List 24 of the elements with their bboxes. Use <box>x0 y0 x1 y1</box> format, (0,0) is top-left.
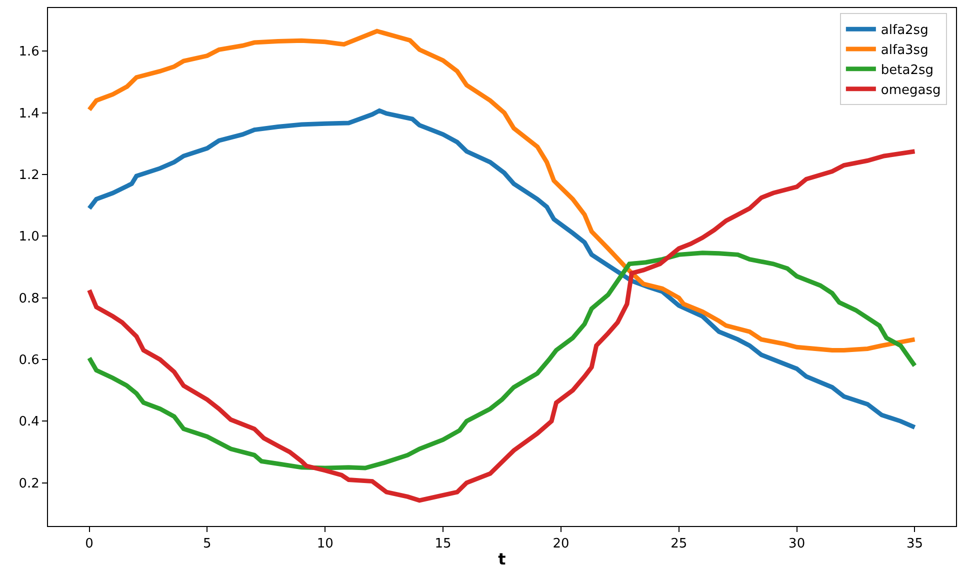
line-series <box>87 149 917 503</box>
x-tick-label: 15 <box>434 536 452 552</box>
legend-label: alfa2sg <box>880 23 928 38</box>
y-tick-label: 0.2 <box>18 476 40 492</box>
y-tick-label: 0.8 <box>18 291 40 306</box>
y-tick-label: 0.4 <box>18 414 40 430</box>
x-tick-label: 35 <box>906 536 924 552</box>
x-tick-label: 20 <box>552 536 570 552</box>
y-tick-label: 1.6 <box>18 44 40 60</box>
x-axis-title: t <box>498 549 506 568</box>
x-tick-label: 30 <box>788 536 806 552</box>
y-tick-label: 1.2 <box>18 168 40 184</box>
x-tick-label: 0 <box>85 536 94 552</box>
legend-label: omegasg <box>880 82 941 98</box>
x-tick-label: 5 <box>203 536 212 552</box>
x-tick-label: 10 <box>316 536 334 552</box>
line-series <box>87 108 917 430</box>
y-tick-label: 1.0 <box>18 230 40 245</box>
line-series <box>87 250 917 470</box>
x-tick-label: 25 <box>670 536 688 552</box>
legend-label: beta2sg <box>880 63 934 78</box>
y-tick-label: 1.4 <box>18 106 40 122</box>
legend-label: alfa3sg <box>880 43 928 58</box>
y-tick-label: 0.6 <box>18 353 40 368</box>
